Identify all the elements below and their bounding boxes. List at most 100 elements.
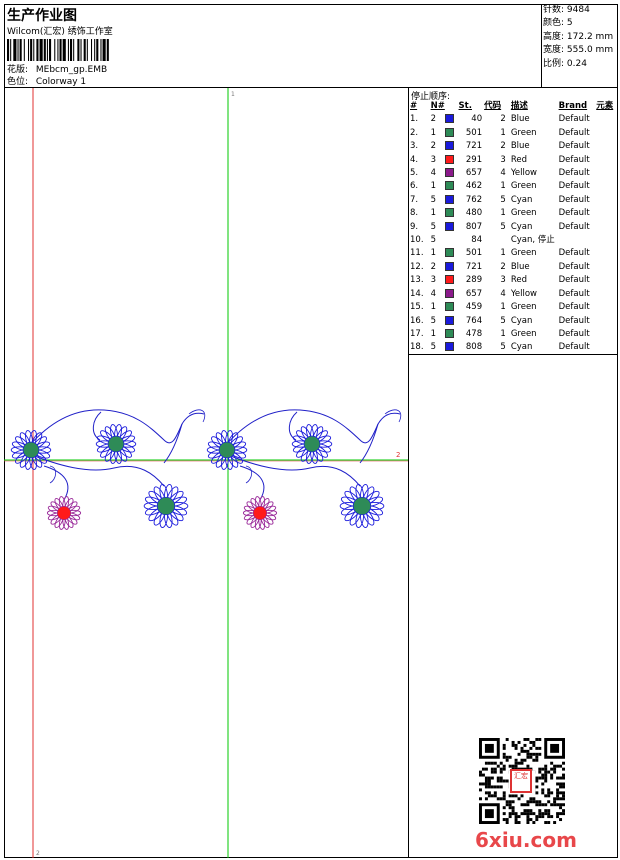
thread-brand: Default — [558, 315, 590, 326]
thread-brand: Default — [558, 328, 590, 339]
thread-brand: Default — [558, 208, 590, 219]
color-description: Cyan — [510, 315, 533, 326]
color-swatch — [445, 234, 459, 247]
color-swatch — [444, 127, 459, 140]
color-description: Yellow — [510, 288, 537, 299]
color-code: 1 — [500, 302, 506, 313]
swatch-box — [444, 315, 454, 325]
stop-row: 6. 1 462 1 Green Default — [410, 180, 618, 193]
color-code — [484, 234, 511, 247]
swatch-box — [444, 208, 454, 218]
stop-index: 18. — [410, 342, 424, 353]
element — [596, 234, 618, 247]
header: 生产作业图 Wilcom(汇宏) 绣饰工作室 花版: MEbcm_gp.EMB … — [4, 4, 618, 88]
swatch-box — [444, 248, 454, 258]
color-code: 5 — [500, 194, 506, 205]
color-description: Blue — [510, 261, 530, 272]
needle-number: 2 — [430, 141, 436, 152]
color-code: 4 — [500, 288, 506, 299]
stitch-count: 478 — [465, 328, 483, 339]
stop-index: 2. — [410, 127, 419, 138]
element — [596, 140, 618, 153]
stop-row: 7. 5 762 5 Cyan Default — [410, 194, 618, 207]
stitch-count: 657 — [465, 288, 483, 299]
stop-row: 15. 1 459 1 Green Default — [410, 301, 618, 314]
col-header: St. — [458, 101, 472, 111]
swatch-box — [444, 127, 454, 137]
element — [596, 113, 618, 126]
color-swatch — [444, 315, 459, 328]
needle-number: 4 — [430, 168, 436, 179]
color-swatch — [444, 328, 459, 341]
design-file: 花版: MEbcm_gp.EMB — [7, 62, 107, 75]
stitch-count: 721 — [465, 261, 483, 272]
thread-brand: Default — [558, 181, 590, 192]
stitch-count: 289 — [465, 275, 483, 286]
stop-row: 9. 5 807 5 Cyan Default — [410, 221, 618, 234]
needle-number: 4 — [430, 288, 436, 299]
stop-index: 12. — [410, 261, 424, 272]
col-header: 元素 — [596, 101, 614, 111]
color-code: 1 — [500, 127, 506, 138]
color-swatch — [444, 247, 459, 260]
page-title: 生产作业图 — [7, 8, 77, 24]
needle-number: 1 — [430, 302, 436, 313]
element — [596, 207, 618, 220]
embroidery-preview: 1 2 2 — [4, 88, 408, 858]
element — [596, 328, 618, 341]
color-code: 5 — [500, 342, 506, 353]
thread-brand: Default — [558, 168, 590, 179]
stat-width: 宽度: 555.0 mm — [543, 45, 614, 56]
color-swatch — [444, 180, 459, 193]
color-code: 5 — [500, 221, 506, 232]
stitch-count: 808 — [465, 342, 483, 353]
swatch-box — [444, 181, 454, 191]
element — [596, 341, 618, 354]
stop-index: 6. — [410, 181, 419, 192]
thread-brand: Default — [558, 127, 590, 138]
swatch-box — [444, 114, 454, 124]
swatch-box — [444, 154, 454, 164]
swatch-box — [444, 342, 454, 352]
thread-brand: Default — [558, 288, 590, 299]
thread-brand: Default — [558, 221, 590, 232]
swatch-box — [444, 302, 454, 312]
thread-brand: Default — [558, 154, 590, 165]
swatch-box — [444, 275, 454, 285]
stop-row: 12. 2 721 2 Blue Default — [410, 261, 618, 274]
stop-index: 11. — [410, 248, 424, 259]
stop-table-header: # N# St. 代码 描述 Brand 元素 — [410, 100, 618, 113]
color-code: 2 — [500, 261, 506, 272]
stop-row: 5. 4 657 4 Yellow Default — [410, 167, 618, 180]
stitch-count: 462 — [465, 181, 483, 192]
color-swatch — [444, 154, 459, 167]
col-header-swatch — [445, 100, 459, 113]
stop-row: 11. 1 501 1 Green Default — [410, 247, 618, 260]
color-swatch — [444, 288, 459, 301]
color-swatch — [444, 261, 459, 274]
thread-brand: Default — [558, 302, 590, 313]
stop-index: 10. — [410, 235, 424, 246]
stop-index: 1. — [410, 114, 419, 125]
swatch-box — [444, 221, 454, 231]
design-value: MEbcm_gp.EMB — [35, 65, 108, 75]
stop-sequence-table: # N# St. 代码 描述 Brand 元素 1. 2 40 2 Blue Defaul… — [410, 100, 618, 355]
element — [596, 127, 618, 140]
barcode-icon — [7, 39, 109, 61]
color-description: Red — [510, 154, 527, 165]
needle-number: 1 — [430, 127, 436, 138]
color-swatch — [444, 207, 459, 220]
swatch-box — [444, 288, 454, 298]
color-swatch — [444, 167, 459, 180]
color-swatch — [444, 341, 459, 354]
stop-index: 16. — [410, 315, 424, 326]
colorway-value: Colorway 1 — [35, 77, 87, 87]
stop-index: 15. — [410, 302, 424, 313]
stitch-count: 480 — [465, 208, 483, 219]
needle-number: 5 — [430, 221, 436, 232]
stitch-count: 84 — [471, 235, 483, 246]
needle-number: 5 — [430, 194, 436, 205]
color-description: Cyan — [510, 342, 533, 353]
thread-brand — [559, 234, 597, 247]
element — [596, 247, 618, 260]
